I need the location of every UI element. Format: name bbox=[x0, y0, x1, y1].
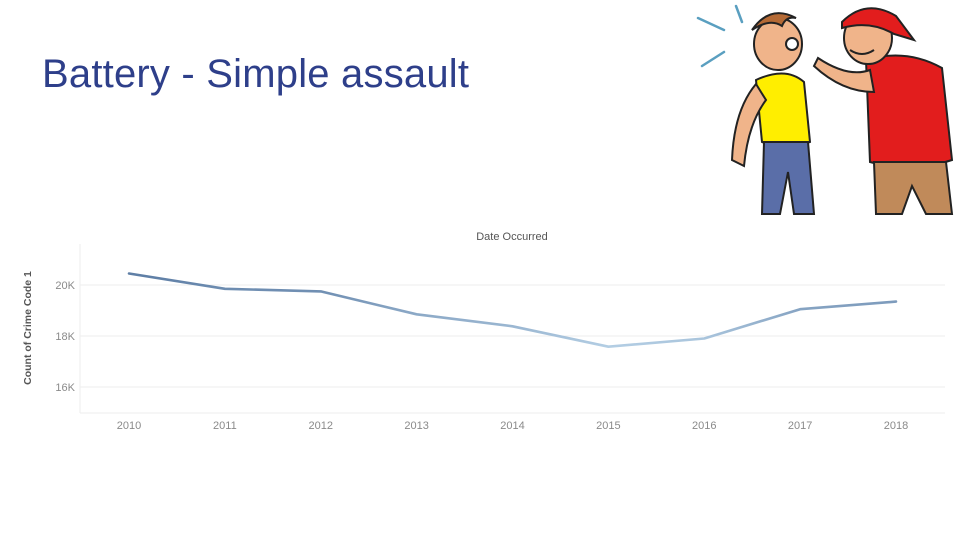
slide-title: Battery - Simple assault bbox=[42, 52, 470, 96]
x-tick-label: 2016 bbox=[692, 420, 716, 432]
x-tick-label: 2012 bbox=[309, 420, 333, 432]
x-tick-label: 2015 bbox=[596, 420, 620, 432]
y-axis-label: Count of Crime Code 1 bbox=[22, 271, 34, 385]
x-tick-label: 2014 bbox=[500, 420, 524, 432]
x-tick-labels: 2010 2011 2012 2013 2014 2015 2016 2017 2018 bbox=[117, 420, 908, 432]
x-tick-label: 2018 bbox=[884, 420, 908, 432]
two-men-arguing-cartoon-icon bbox=[696, 4, 954, 215]
x-tick-label: 2010 bbox=[117, 420, 141, 432]
x-tick-label: 2011 bbox=[213, 420, 237, 432]
x-tick-label: 2013 bbox=[404, 420, 428, 432]
y-tick-label: 18K bbox=[55, 331, 75, 343]
line-chart: Date Occurred Count of Crime Code 1 16K1… bbox=[22, 231, 945, 432]
y-tick-label: 16K bbox=[55, 382, 75, 394]
chart-title: Date Occurred bbox=[476, 231, 548, 243]
series-line bbox=[127, 272, 898, 348]
gridlines bbox=[79, 244, 945, 414]
x-tick-label: 2017 bbox=[788, 420, 812, 432]
y-tick-labels: 16K 18K 20K bbox=[55, 280, 75, 394]
y-tick-label: 20K bbox=[55, 280, 75, 292]
